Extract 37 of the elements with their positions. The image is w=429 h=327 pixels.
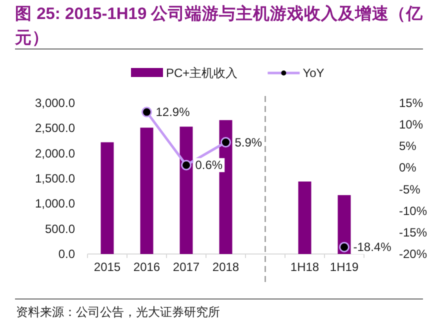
x-tick-label: 2015	[94, 260, 121, 274]
data-label: 5.9%	[234, 135, 262, 150]
x-tick-label: 1H19	[330, 260, 359, 274]
bar	[140, 128, 154, 254]
bar	[100, 142, 114, 254]
title: 图 25: 2015-1H19 公司端游与主机游戏收入及增速（亿元）	[15, 4, 424, 49]
point	[339, 242, 350, 252]
x-tick-label: 2016	[133, 260, 160, 274]
y2-tick-label: 10%	[399, 118, 424, 132]
y2-tick-label: -10%	[399, 204, 428, 218]
point	[181, 160, 192, 170]
legend-label: YoY	[302, 66, 324, 80]
y-tick-label: 1,500.0	[34, 172, 76, 186]
y-tick-label: 1,000.0	[34, 196, 76, 211]
y-tick-label: 2,000.0	[34, 146, 76, 160]
data-label: 12.9%	[156, 105, 190, 120]
y-tick-label: 3,000.0	[34, 96, 76, 110]
bar	[298, 182, 312, 254]
y2-tick-label: -15%	[399, 225, 428, 240]
x-tick-label: 1H18	[290, 260, 320, 274]
y2-tick-label: -20%	[399, 247, 428, 261]
point	[142, 106, 152, 118]
y2-tick-label: 5%	[399, 139, 417, 154]
y2-tick-label: -5%	[399, 182, 421, 196]
y2-tick-label: 0%	[399, 160, 417, 175]
y-tick-label: 500.0	[44, 222, 76, 236]
y2-tick-label: 15%	[399, 96, 424, 110]
data-label: -18.4%	[353, 240, 392, 254]
annotation: 资料来源：公司公告，光大证券研究所	[16, 304, 220, 321]
y-tick-label: 2,500.0	[34, 121, 76, 136]
x-tick-label: 2017	[172, 260, 200, 274]
x-tick-label: 2018	[212, 260, 240, 274]
y-tick-label: 0.0	[58, 247, 76, 261]
point	[220, 137, 231, 148]
legend-label: PC+主机收入	[166, 66, 238, 80]
bar	[180, 126, 193, 254]
data-label: 0.6%	[195, 158, 223, 172]
